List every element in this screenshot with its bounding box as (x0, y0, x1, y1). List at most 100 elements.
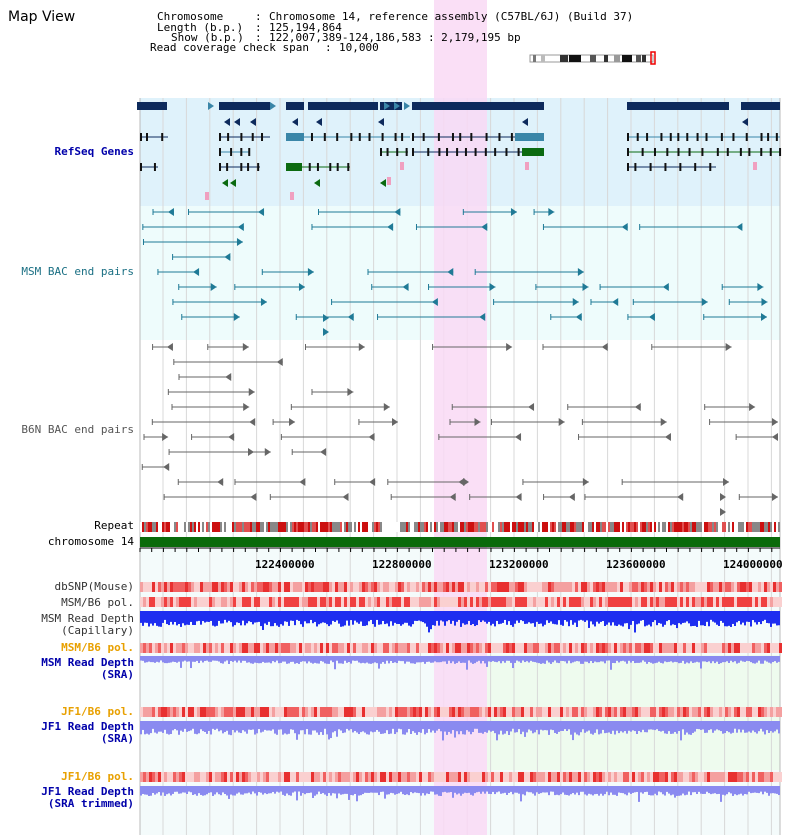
depth-bar-jf1-sra (238, 721, 240, 733)
heat-cell (590, 582, 593, 592)
heat-cell (692, 707, 695, 717)
heat-cell (230, 643, 233, 653)
depth-bar-capillary (340, 611, 342, 627)
depth-bar-msm-sra (234, 656, 236, 661)
depth-bar-jf1-sra (304, 721, 306, 735)
depth-bar-jf1-sra (758, 721, 760, 732)
heat-cell (551, 582, 554, 592)
depth-bar-jf1-trimmed (482, 786, 484, 792)
depth-bar-capillary (684, 611, 686, 623)
heat-cell (608, 772, 611, 782)
heat-cell (329, 707, 332, 717)
heat-cell (707, 707, 710, 717)
depth-bar-jf1-trimmed (226, 786, 228, 796)
heat-cell (410, 643, 413, 653)
heat-cell (539, 597, 542, 607)
heat-cell (617, 772, 620, 782)
depth-bar-jf1-sra (320, 721, 322, 733)
depth-bar-jf1-trimmed (348, 786, 350, 800)
depth-bar-jf1-trimmed (316, 786, 318, 795)
heat-cell (614, 772, 617, 782)
heat-cell (179, 707, 182, 717)
depth-bar-capillary (410, 611, 412, 627)
depth-bar-msm-sra (568, 656, 570, 661)
heat-cell (587, 597, 590, 607)
depth-bar-jf1-sra (186, 721, 188, 732)
gene-marker (400, 162, 404, 170)
repeat-segment (408, 522, 410, 532)
repeat-segment (266, 522, 268, 532)
info-chromosome-key: Chromosome (157, 10, 224, 23)
heat-cell (386, 772, 389, 782)
repeat-segment (226, 522, 228, 532)
depth-bar-jf1-trimmed (428, 786, 430, 795)
heat-cell (152, 643, 155, 653)
depth-bar-msm-sra (376, 656, 378, 664)
depth-bar-jf1-sra (366, 721, 368, 735)
repeat-segment (658, 522, 660, 532)
heat-cell (269, 772, 272, 782)
depth-bar-msm-sra (498, 656, 500, 662)
heat-cell (191, 597, 194, 607)
depth-bar-jf1-sra (140, 721, 142, 735)
repeat-segment (180, 522, 182, 532)
depth-bar-jf1-trimmed (728, 786, 730, 793)
depth-bar-msm-sra (356, 656, 358, 661)
heat-cell (515, 643, 518, 653)
depth-bar-msm-sra (370, 656, 372, 664)
depth-bar-msm-sra (192, 656, 194, 662)
heat-cell (182, 582, 185, 592)
heat-cell (533, 597, 536, 607)
heat-cell (521, 643, 524, 653)
depth-bar-jf1-trimmed (530, 786, 532, 793)
repeat-segment (506, 522, 508, 532)
heat-cell (653, 582, 656, 592)
heat-cell (593, 582, 596, 592)
ideogram-band (569, 55, 581, 62)
depth-bar-capillary (620, 611, 622, 626)
heat-cell (635, 597, 638, 607)
repeat-segment (688, 522, 690, 532)
depth-bar-msm-sra (150, 656, 152, 663)
depth-bar-msm-sra (644, 656, 646, 662)
depth-bar-jf1-sra (598, 721, 600, 735)
depth-bar-jf1-trimmed (418, 786, 420, 794)
heat-cell (494, 772, 497, 782)
depth-bar-jf1-sra (384, 721, 386, 734)
heat-cell (167, 582, 170, 592)
depth-bar-jf1-trimmed (454, 786, 456, 793)
depth-bar-jf1-sra (174, 721, 176, 730)
heat-cell (200, 643, 203, 653)
gene-exon (726, 148, 729, 156)
heat-cell (368, 582, 371, 592)
depth-bar-capillary (278, 611, 280, 627)
heat-cell (230, 582, 233, 592)
heat-cell (221, 643, 224, 653)
heat-cell (167, 643, 170, 653)
depth-bar-jf1-sra (760, 721, 762, 729)
heat-cell (161, 707, 164, 717)
heat-cell (365, 582, 368, 592)
depth-bar-jf1-trimmed (642, 786, 644, 794)
heat-cell (674, 582, 677, 592)
depth-bar-jf1-trimmed (220, 786, 222, 796)
depth-bar-capillary (776, 611, 778, 626)
depth-bar-capillary (400, 611, 402, 626)
depth-bar-capillary (398, 611, 400, 625)
gene-exon (732, 133, 735, 141)
heat-cell (347, 582, 350, 592)
heat-cell (302, 707, 305, 717)
depth-bar-msm-sra (322, 656, 324, 662)
heat-cell (725, 772, 728, 782)
depth-bar-capillary (370, 611, 372, 620)
repeat-segment (150, 522, 152, 532)
heat-cell (635, 707, 638, 717)
repeat-segment (446, 522, 448, 532)
depth-bar-capillary (434, 611, 436, 626)
heat-cell (245, 597, 248, 607)
heat-cell (389, 772, 392, 782)
depth-bar-msm-sra (680, 656, 682, 663)
depth-bar-capillary (472, 611, 474, 625)
depth-bar-jf1-sra (442, 721, 444, 741)
